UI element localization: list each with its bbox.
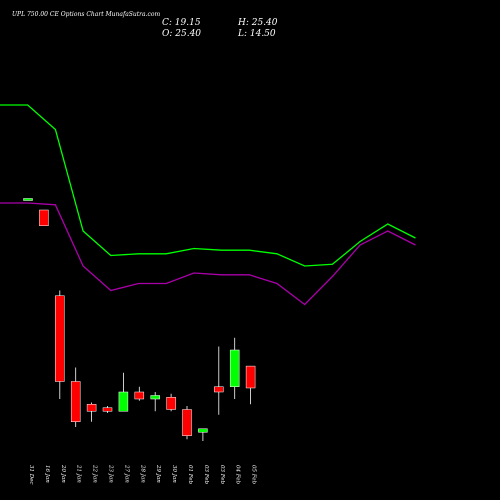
x-axis-ticks: 31 Dec 16 Jan 20 Jan 21 Jan 22 Jan 23 Jan 27 J… [28,464,257,485]
x-tick-label: 27 Jan [123,464,129,483]
candle-body [118,391,129,412]
candle-body [245,365,256,389]
close-value: C: 19.15 [162,18,201,28]
candle-body [182,409,192,436]
x-tick-label: 30 Jan [171,465,177,483]
candle-body [86,404,97,412]
high-value: H: 25.40 [238,18,278,28]
x-tick-label: 28 Jan [139,464,145,483]
overlay-line-2 [0,202,416,306]
candle-body [23,198,33,201]
candle-body [150,395,160,400]
candle-body [229,349,240,387]
x-tick-label: 20 Jan [60,464,66,483]
candle-body [70,381,81,422]
chart-title: UPL 750.00 CE Options Chart MunafaSutra.… [12,11,161,18]
candle-body [55,295,65,382]
candle-body [198,428,208,433]
open-value: O: 25.40 [162,29,202,39]
x-tick-label: 29 Jan [155,464,161,483]
overlay-lines [0,104,416,306]
x-tick-label: 23 Jan [108,464,114,483]
x-tick-label: 03 Feb [219,465,225,485]
x-tick-label: 05 Feb [251,465,257,485]
x-tick-label: 31 Dec [28,465,34,485]
x-tick-label: 01 Feb [187,465,193,485]
low-value: L: 14.50 [238,29,276,39]
candle-body [214,386,224,393]
candle-body [39,209,49,226]
candle-body [166,397,176,410]
candle-body [102,407,113,412]
x-tick-label: 22 Jan [92,464,98,483]
x-tick-label: 16 Jan [44,465,50,483]
x-tick-label: 21 Jan [76,464,82,483]
overlay-line-1 [0,104,416,267]
candle-body [134,391,145,400]
x-tick-label: 03 Feb [203,465,209,485]
x-tick-label: 04 Feb [235,465,241,485]
candles [23,198,256,441]
